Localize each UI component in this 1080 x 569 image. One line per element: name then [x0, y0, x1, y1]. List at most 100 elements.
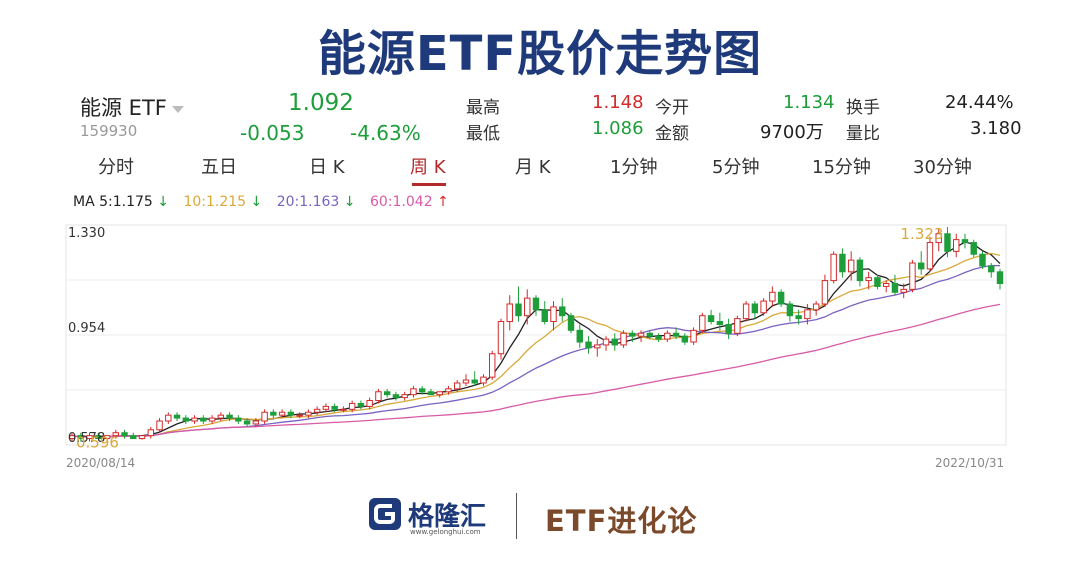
candle-body: [121, 432, 128, 437]
candle-body: [699, 315, 706, 331]
tab-daily-k[interactable]: 日 K: [309, 157, 345, 178]
candle-body: [795, 315, 802, 320]
candle-body: [777, 291, 785, 305]
tab-5min[interactable]: 5分钟: [712, 157, 760, 178]
candle-body: [681, 335, 689, 343]
candle-body: [742, 303, 750, 320]
candle-body: [812, 303, 820, 311]
y-tick-label: 0.954: [68, 321, 105, 336]
tab-five-day[interactable]: 五日: [201, 157, 237, 178]
ma60-legend: 60:1.042 ↑: [370, 194, 449, 210]
candle-body: [243, 420, 251, 425]
tab-1min[interactable]: 1分钟: [610, 157, 658, 178]
candle-body: [357, 402, 365, 407]
stock-name-selector[interactable]: 能源 ETF: [80, 92, 184, 122]
candle-body: [970, 242, 977, 255]
tab-intraday[interactable]: 分时: [98, 157, 134, 178]
candle-body: [672, 332, 680, 337]
high-value: 1.148: [592, 92, 644, 113]
candle-body: [786, 303, 794, 317]
ma20-arrow-icon: ↓: [343, 194, 356, 210]
candle-body: [541, 309, 548, 323]
candle-body: [620, 332, 627, 346]
candle-body: [305, 411, 312, 416]
moving-average-legend: MA 5:1.175 ↓ 10:1.215 ↓ 20:1.163 ↓ 60:1.…: [73, 194, 449, 210]
candle-body: [217, 414, 225, 419]
candle-body: [909, 262, 916, 290]
gelonghui-logo-icon: [369, 498, 401, 530]
candle-body: [138, 435, 146, 440]
candle-body: [147, 429, 155, 437]
candle-body: [270, 411, 277, 416]
y-tick-label: 1.330: [68, 226, 105, 241]
candle-body: [629, 332, 636, 337]
candle-body: [996, 271, 1004, 285]
open-label: 今开: [655, 98, 689, 118]
candle-body: [874, 277, 881, 287]
candle-body: [594, 344, 601, 349]
dropdown-caret-icon[interactable]: [171, 105, 184, 113]
tab-monthly-k[interactable]: 月 K: [515, 157, 551, 178]
candle-body: [200, 417, 207, 422]
tab-15min[interactable]: 15分钟: [812, 157, 871, 178]
candle-body: [95, 435, 102, 440]
candle-body: [856, 259, 864, 282]
turnover-label: 换手: [846, 98, 880, 118]
min-price-annotation: 0.596: [76, 433, 119, 451]
candle-body: [261, 411, 268, 422]
candle-body: [515, 303, 522, 317]
tab-30min[interactable]: 30分钟: [913, 157, 972, 178]
logo-url: www.gelonghui.com: [410, 528, 481, 536]
logo-name: 格隆汇: [408, 502, 487, 532]
candle-body: [611, 338, 619, 346]
candle-body: [637, 332, 645, 337]
candle-body: [112, 432, 119, 437]
candle-body: [462, 379, 470, 384]
candle-body: [77, 435, 84, 440]
candle-body: [191, 417, 198, 422]
ma20-value: 20:1.163: [276, 194, 340, 210]
candle-body: [725, 323, 732, 334]
candle-body: [348, 402, 356, 410]
candle-body: [331, 405, 338, 410]
candlestick-chart[interactable]: 1.330 0.954 0.578 1.323 0.596: [0, 215, 1080, 455]
candle-body: [926, 242, 934, 270]
candle-body: [716, 321, 724, 325]
candle-body: [734, 318, 741, 334]
active-tab-indicator: [412, 183, 446, 186]
candle-body: [130, 435, 137, 440]
candle-body: [480, 376, 487, 384]
candle-body: [707, 315, 715, 323]
ma10-arrow-icon: ↓: [250, 194, 263, 210]
tab-weekly-k[interactable]: 周 K: [410, 157, 446, 178]
candle-body: [690, 329, 697, 343]
candle-body: [410, 388, 417, 396]
candle-body: [173, 414, 181, 419]
candle-body: [664, 332, 671, 340]
candle-body: [235, 417, 242, 422]
candle-body: [900, 288, 907, 293]
candle-body: [392, 394, 400, 399]
ma20-line: [71, 264, 1001, 438]
candle-body: [830, 253, 837, 282]
candle-body: [988, 265, 995, 273]
candle-body: [489, 353, 496, 378]
candle-body: [559, 306, 566, 317]
candle-body: [497, 321, 505, 355]
price-change-percent: -4.63%: [350, 121, 421, 145]
candle-body: [226, 414, 233, 419]
turnover-value: 24.44%: [945, 92, 1014, 113]
candle-body: [576, 329, 583, 343]
amount-value: 9700万: [760, 122, 824, 143]
candle-body: [453, 382, 461, 390]
candle-body: [979, 253, 986, 267]
ma10-legend: 10:1.215 ↓: [183, 194, 262, 210]
candle-body: [296, 414, 303, 417]
low-value: 1.086: [592, 118, 644, 139]
candle-body: [366, 400, 373, 407]
candle-body: [839, 253, 846, 273]
ma10-value: 10:1.215: [183, 194, 247, 210]
candle-body: [804, 309, 811, 320]
candle-body: [418, 388, 426, 393]
footer-divider: [516, 493, 517, 539]
